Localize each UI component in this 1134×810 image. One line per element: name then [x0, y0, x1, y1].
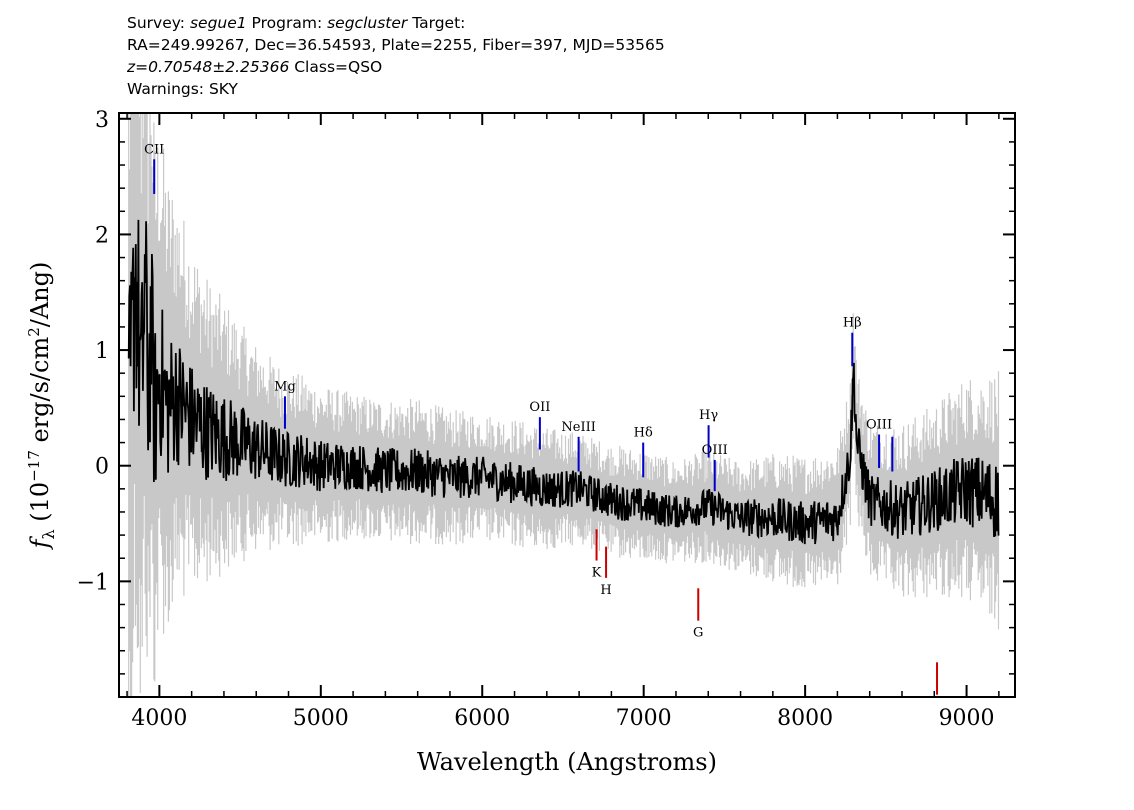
y-axis-title-sub: λ: [39, 529, 58, 539]
x-tick-label: 6000: [454, 706, 510, 731]
header-line-survey: Survey: segue1 Program: segcluster Targe…: [127, 12, 665, 34]
emission-line-label: OIII: [866, 417, 892, 432]
header-line-coordinates: RA=249.99267, Dec=36.54593, Plate=2255, …: [127, 36, 665, 54]
y-tick-label: 3: [95, 108, 109, 133]
y-tick-label: 0: [95, 455, 109, 480]
y-axis-title-post: /Ang): [26, 262, 54, 328]
y-tick-label: 2: [95, 223, 109, 248]
x-axis-title: Wavelength (Angstroms): [417, 748, 717, 776]
emission-line-label: Hβ: [843, 316, 862, 331]
x-tick-label: 4000: [131, 706, 187, 731]
redshift-value: z=0.70548±2.25366: [127, 58, 290, 76]
y-axis-title: fλ (10−17 erg/s/cm2/Ang): [25, 262, 58, 551]
plot-frame: [118, 112, 1016, 698]
ticks-layer: 4000 5000 6000 7000 8000 9000 −1 0 1 2 3: [77, 108, 1015, 731]
emission-line-label: Hδ: [634, 426, 653, 441]
survey-name: segue1: [189, 14, 247, 32]
absorption-line-label: H: [600, 583, 611, 598]
emission-line-label: CII: [144, 142, 164, 157]
absorption-line-label: G: [693, 626, 703, 641]
y-axis-title-exp: −17: [25, 450, 43, 482]
y-axis-title-mid: erg/s/cm: [26, 337, 54, 451]
x-tick-label: 7000: [616, 706, 672, 731]
class-value: Class=QSO: [289, 58, 383, 76]
x-tick-label: 5000: [293, 706, 349, 731]
spectrum-header: Survey: segue1 Program: segcluster Targe…: [127, 12, 665, 100]
header-line-warnings: Warnings: SKY: [127, 80, 238, 98]
emission-line-label: NeIII: [561, 420, 595, 435]
x-tick-label: 9000: [939, 706, 995, 731]
program-prefix: Program:: [246, 14, 328, 32]
program-name: segcluster: [327, 14, 408, 32]
y-axis-title-pre: (10: [26, 482, 54, 530]
emission-line-label: OIII: [702, 443, 728, 458]
y-axis-title-exp2: 2: [25, 327, 43, 337]
emission-line-label: OII: [529, 400, 550, 415]
spectral-lines-layer: CII Mg OII NeIII Hδ Hγ OIII Hβ OIII KH G: [144, 142, 939, 695]
y-tick-label: −1: [77, 570, 109, 595]
x-tick-label: 8000: [777, 706, 833, 731]
emission-line-label: Hγ: [699, 408, 718, 423]
header-line-redshift: z=0.70548±2.25366 Class=QSO: [127, 56, 665, 78]
absorption-line-label: K: [592, 566, 602, 581]
emission-line-label: Mg: [274, 379, 296, 394]
y-tick-label: 1: [95, 339, 109, 364]
flux-line: [127, 219, 1000, 545]
target-prefix: Target:: [407, 14, 466, 32]
error-band: [128, 113, 1000, 697]
survey-prefix: Survey:: [127, 14, 190, 32]
series-layer: [127, 113, 1000, 697]
